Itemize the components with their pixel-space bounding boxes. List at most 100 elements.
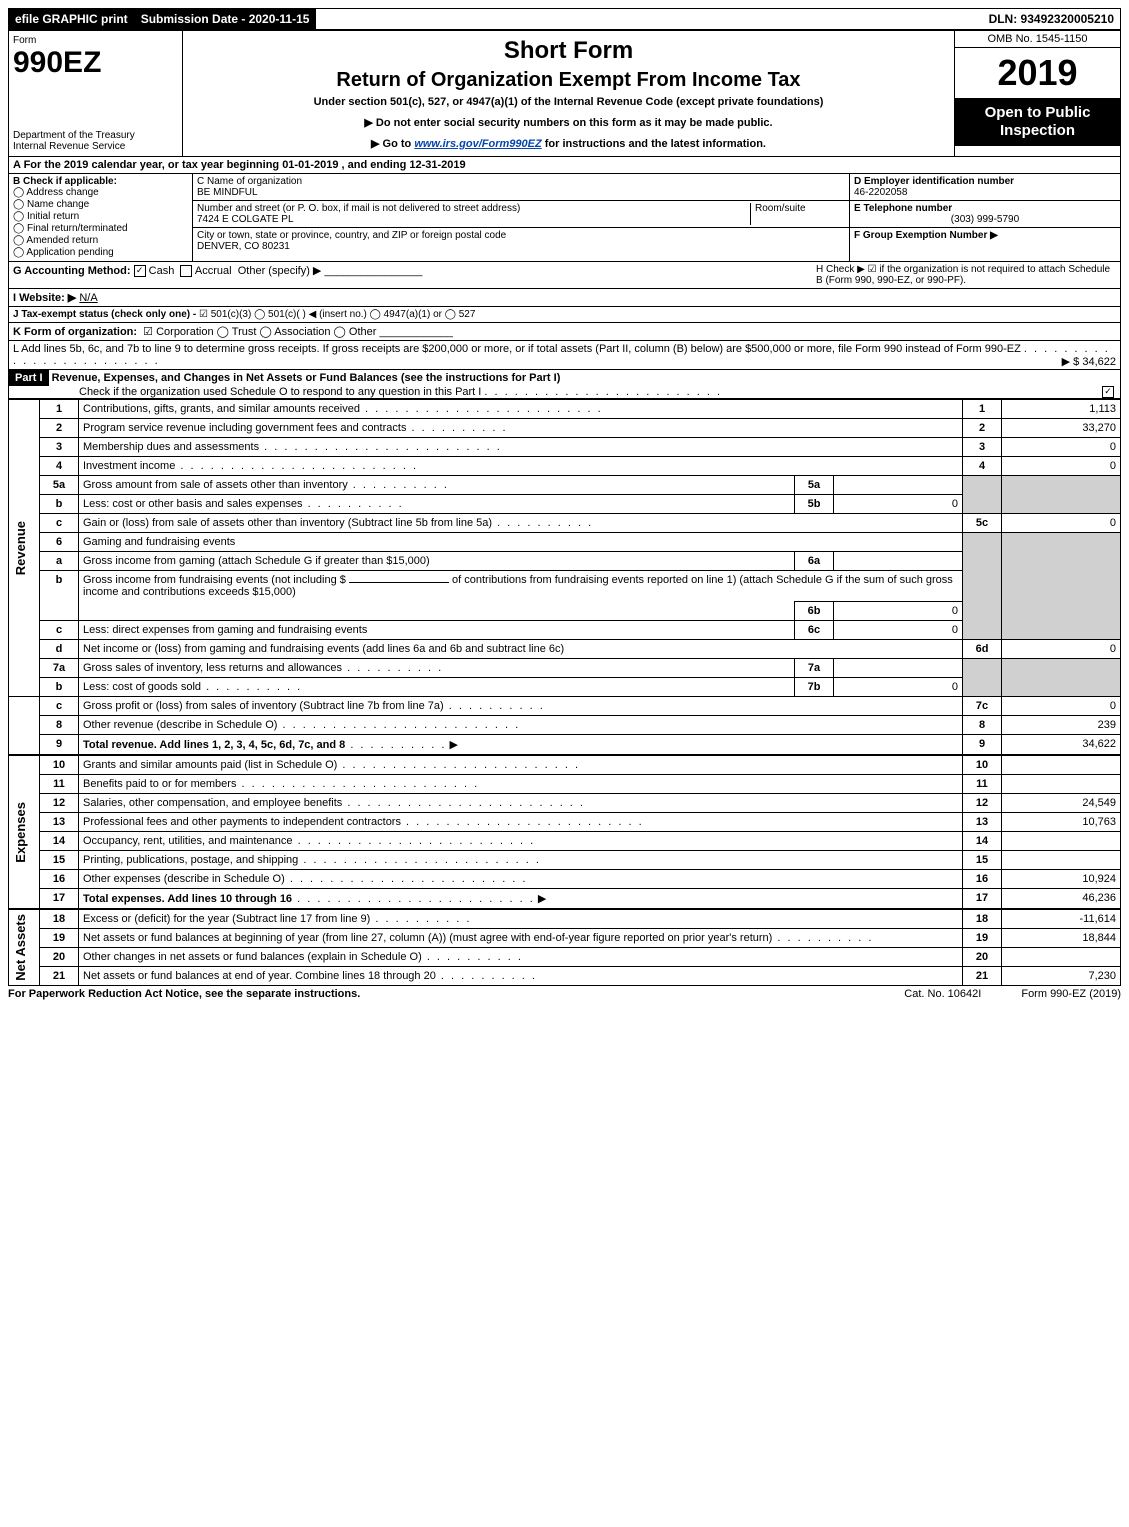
l1-amt: 1,113 (1002, 400, 1121, 419)
l7-shade (963, 659, 1002, 697)
header-right: OMB No. 1545-1150 2019 Open to Public In… (954, 31, 1120, 156)
l7b-inbox: 7b (795, 678, 834, 697)
l5a-desc: Gross amount from sale of assets other t… (83, 479, 348, 491)
row-i: I Website: ▶ N/A (8, 289, 1121, 307)
l5b-inbox: 5b (795, 495, 834, 514)
box-j-opts: ☑ 501(c)(3) ◯ 501(c)( ) ◀ (insert no.) ◯… (199, 309, 475, 320)
box-b: B Check if applicable: ◯ Address change … (9, 174, 193, 261)
box-d-label: D Employer identification number (854, 176, 1014, 187)
chk-cash (134, 265, 146, 277)
l19-desc: Net assets or fund balances at beginning… (83, 932, 772, 944)
l18-num: 18 (40, 910, 79, 929)
l3-box: 3 (963, 438, 1002, 457)
revenue-table: Revenue 1 Contributions, gifts, grants, … (8, 399, 1121, 755)
l21-desc: Net assets or fund balances at end of ye… (83, 970, 436, 982)
l15-desc: Printing, publications, postage, and shi… (83, 854, 298, 866)
l13-amt: 10,763 (1002, 813, 1121, 832)
l5b-num: b (40, 495, 79, 514)
l6d-box: 6d (963, 640, 1002, 659)
l18-amt: -11,614 (1002, 910, 1121, 929)
l14-num: 14 (40, 832, 79, 851)
l17-box: 17 (963, 889, 1002, 909)
l6c-desc: Less: direct expenses from gaming and fu… (83, 624, 367, 636)
l17-num: 17 (40, 889, 79, 909)
l6-desc: Gaming and fundraising events (83, 536, 235, 548)
l10-num: 10 (40, 756, 79, 775)
l20-desc: Other changes in net assets or fund bala… (83, 951, 422, 963)
form-number: 990EZ (13, 46, 178, 80)
row-j: J Tax-exempt status (check only one) - ☑… (8, 307, 1121, 323)
dept-treasury: Department of the Treasury (13, 130, 135, 141)
l8-box: 8 (963, 716, 1002, 735)
row-a-taxyear: A For the 2019 calendar year, or tax yea… (8, 157, 1121, 174)
return-title: Return of Organization Exempt From Incom… (189, 69, 948, 92)
l4-box: 4 (963, 457, 1002, 476)
l6c-inamt: 0 (834, 621, 963, 640)
part1-title: Revenue, Expenses, and Changes in Net As… (52, 372, 561, 384)
l19-amt: 18,844 (1002, 929, 1121, 948)
l5c-amt: 0 (1002, 514, 1121, 533)
irs-link[interactable]: www.irs.gov/Form990EZ (414, 138, 541, 150)
box-c-addr-label: Number and street (or P. O. box, if mail… (197, 203, 520, 214)
org-name: BE MINDFUL (197, 187, 258, 198)
l5a-inamt (834, 476, 963, 495)
l7a-inbox: 7a (795, 659, 834, 678)
l11-amt (1002, 775, 1121, 794)
l10-box: 10 (963, 756, 1002, 775)
l6d-desc: Net income or (loss) from gaming and fun… (83, 643, 564, 655)
footer-catno: Cat. No. 10642I (904, 988, 981, 1000)
l12-num: 12 (40, 794, 79, 813)
l10-desc: Grants and similar amounts paid (list in… (83, 759, 337, 771)
chk-amended: ◯ Amended return (13, 235, 188, 246)
netassets-side-label: Net Assets (13, 914, 28, 981)
l16-desc: Other expenses (describe in Schedule O) (83, 873, 285, 885)
expenses-table: Expenses 10 Grants and similar amounts p… (8, 755, 1121, 909)
l4-amt: 0 (1002, 457, 1121, 476)
l19-box: 19 (963, 929, 1002, 948)
l6d-num: d (40, 640, 79, 659)
l2-desc: Program service revenue including govern… (83, 422, 406, 434)
box-k-opts: ☑ Corporation ◯ Trust ◯ Association ◯ Ot… (143, 326, 376, 338)
l21-num: 21 (40, 967, 79, 986)
l2-box: 2 (963, 419, 1002, 438)
l4-num: 4 (40, 457, 79, 476)
tax-year: 2019 (955, 48, 1120, 98)
l10-amt (1002, 756, 1121, 775)
l9-num: 9 (40, 735, 79, 755)
l4-desc: Investment income (83, 460, 175, 472)
dln-label: DLN: 93492320005210 (983, 9, 1120, 29)
l5a-inbox: 5a (795, 476, 834, 495)
l14-box: 14 (963, 832, 1002, 851)
l5b-desc: Less: cost or other basis and sales expe… (83, 498, 303, 510)
l6a-inamt (834, 552, 963, 571)
header-left: Form 990EZ Department of the Treasury In… (9, 31, 183, 156)
chk-address-change: ◯ Address change (13, 187, 188, 198)
l1-num: 1 (40, 400, 79, 419)
l7-shade2 (1002, 659, 1121, 697)
l3-amt: 0 (1002, 438, 1121, 457)
efile-label[interactable]: efile GRAPHIC print (9, 9, 135, 29)
org-city: DENVER, CO 80231 (197, 241, 290, 252)
part1-header-row: Part I Revenue, Expenses, and Changes in… (8, 370, 1121, 399)
info-right-col: D Employer identification number 46-2202… (849, 174, 1120, 261)
top-bar: efile GRAPHIC print Submission Date - 20… (8, 8, 1121, 31)
l5-shade (963, 476, 1002, 514)
org-street: 7424 E COLGATE PL (197, 214, 294, 225)
l18-desc: Excess or (deficit) for the year (Subtra… (83, 913, 370, 925)
omb-number: OMB No. 1545-1150 (955, 31, 1120, 48)
l20-num: 20 (40, 948, 79, 967)
chk-pending: ◯ Application pending (13, 247, 188, 258)
l19-num: 19 (40, 929, 79, 948)
l20-box: 20 (963, 948, 1002, 967)
l7b-num: b (40, 678, 79, 697)
irs-label: Internal Revenue Service (13, 141, 125, 152)
page-footer: For Paperwork Reduction Act Notice, see … (8, 986, 1121, 1000)
l7b-inamt: 0 (834, 678, 963, 697)
l5-shade2 (1002, 476, 1121, 514)
l1-box: 1 (963, 400, 1002, 419)
l5c-desc: Gain or (loss) from sale of assets other… (83, 517, 492, 529)
l11-box: 11 (963, 775, 1002, 794)
l6b-blank (349, 582, 449, 583)
open-public-badge: Open to Public Inspection (955, 98, 1120, 146)
l21-amt: 7,230 (1002, 967, 1121, 986)
